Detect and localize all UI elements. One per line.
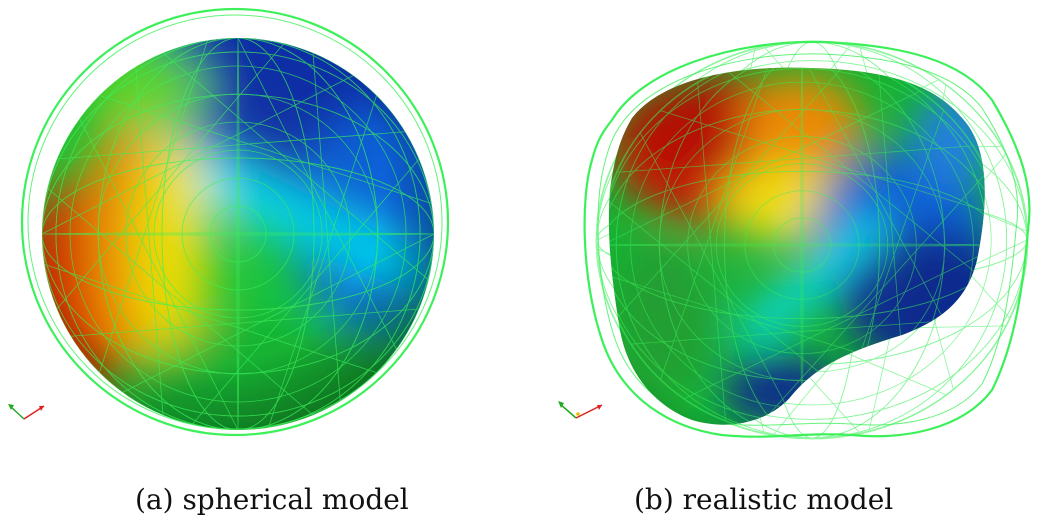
caption-realistic-model: (b) realistic model: [634, 483, 894, 516]
spherical-model-render: [8, 7, 450, 437]
panel-spherical-model: (a) spherical model: [0, 0, 522, 520]
brain-surface: [608, 67, 985, 425]
axis-triad-icon: [558, 401, 603, 419]
sphere-surface: [42, 38, 434, 430]
panel-realistic-model: (b) realistic model: [522, 0, 1045, 520]
outer-wireframe-shell: [20, 7, 450, 437]
caption-spherical-model: (a) spherical model: [135, 483, 409, 516]
axis-triad-icon: [8, 404, 45, 420]
realistic-model-render: [558, 40, 1031, 440]
